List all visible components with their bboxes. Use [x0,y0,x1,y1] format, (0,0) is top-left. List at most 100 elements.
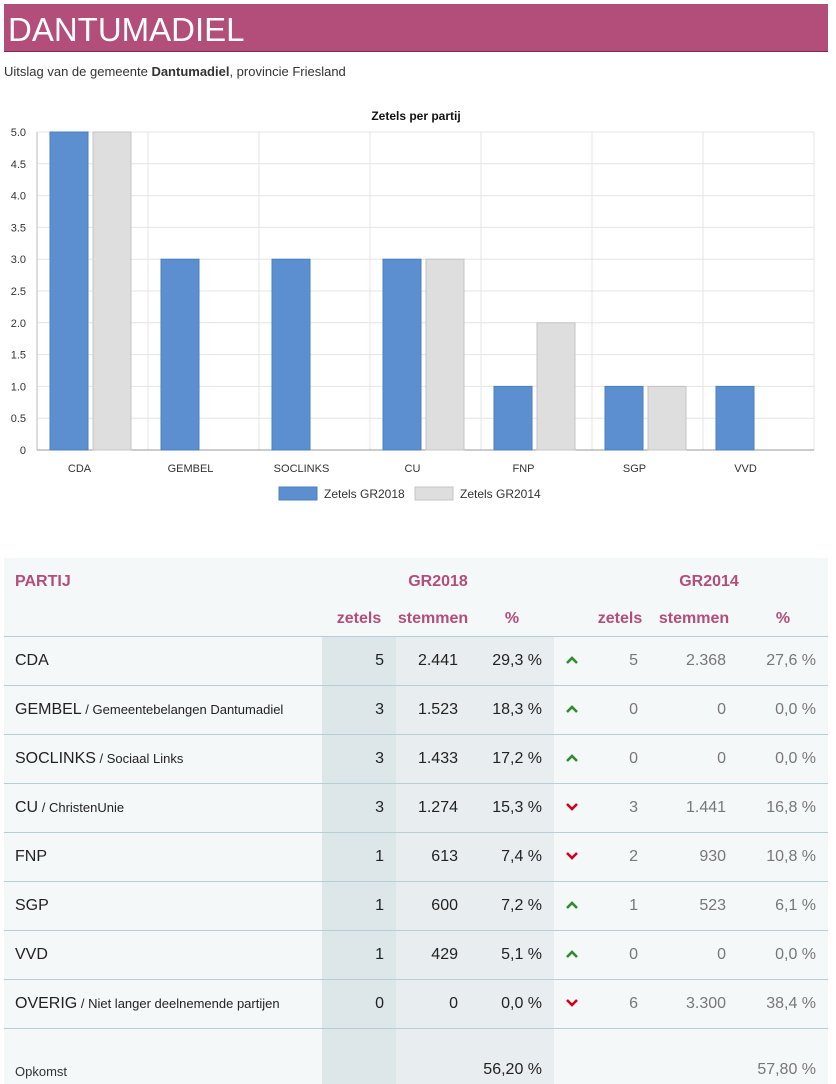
zetels-2018: 0 [322,978,396,1028]
zetels-2014: 1 [590,880,651,930]
stemmen-2014: 3.300 [650,978,739,1028]
zetels-2014-header: zetels [597,610,643,627]
bar-cu-gr2018 [382,258,422,451]
zetels-2014: 3 [590,782,651,832]
stemmen-2018: 1.523 [396,684,470,734]
bar-cda-gr2014 [92,131,132,451]
party-column-header: PARTIJ [15,573,71,590]
legend-swatch-gr2014 [414,486,454,501]
bar-cda-gr2018 [49,131,89,451]
subtitle-prefix: Uitslag van de gemeente [4,64,152,79]
results-table-container: PARTIJ GR2018 GR2014 zetels stemmen % ze… [4,558,829,1084]
turnout-label: Opkomst [4,1027,322,1084]
table-row: GEMBEL / Gemeentebelangen Dantumadiel 3 1.… [4,684,829,734]
table-row: SGP 1 600 7,2 % 1 523 6,1 % [4,880,829,930]
page-subtitle: Uitslag van de gemeente Dantumadiel, pro… [4,64,346,79]
pct-2018: 5,1 % [470,929,555,979]
bar-gembel-gr2018 [160,258,200,451]
zetels-2014: 6 [590,978,651,1028]
pct-2014: 0,0 % [738,929,829,979]
chart-title: Zetels per partij [371,109,460,123]
party-name-cell: FNP [4,831,322,881]
y-tick-label: 5.0 [11,127,26,139]
zetels-2018: 1 [322,929,396,979]
stemmen-2014: 0 [650,929,739,979]
party-abbr: GEMBEL [15,700,82,718]
zetels-2018: 3 [322,733,396,783]
results-table: PARTIJ GR2018 GR2014 zetels stemmen % ze… [4,558,829,1084]
pct-2014: 27,6 % [738,635,829,685]
pct-2014: 38,4 % [738,978,829,1028]
y-tick-label: 0 [20,445,26,457]
trend-cell [554,929,591,979]
zetels-2018: 3 [322,684,396,734]
party-name-cell: OVERIG / Niet langer deelnemende partije… [4,978,322,1028]
zetels-2018: 1 [322,831,396,881]
pct-2014: 10,8 % [738,831,829,881]
pct-2014: 16,8 % [738,782,829,832]
zetels-2018: 1 [322,880,396,930]
legend-label-gr2018: Zetels GR2018 [324,487,405,501]
party-abbr: FNP [15,847,47,865]
bar-sgp-gr2018 [604,385,644,451]
party-name-cell: CDA [4,635,322,685]
gr2014-header: GR2014 [679,573,739,590]
pct-2018: 7,2 % [470,880,555,930]
trend-cell [554,831,591,881]
pct-2018: 15,3 % [470,782,555,832]
stemmen-2014: 0 [650,684,739,734]
trend-down-icon [566,851,578,860]
table-row: CU / ChristenUnie 3 1.274 15,3 % 3 1.441 16,8 … [4,782,829,832]
zetels-2014: 5 [590,635,651,685]
subtitle-suffix: , provincie Friesland [229,64,346,79]
party-name-cell: SOCLINKS / Sociaal Links [4,733,322,783]
stemmen-2014: 523 [650,880,739,930]
party-name-cell: CU / ChristenUnie [4,782,322,832]
zetels-2018-header: zetels [336,610,382,627]
page-title: DANTUMADIEL [8,11,245,48]
bar-sgp-gr2014 [647,385,687,451]
party-abbr: OVERIG [15,994,78,1012]
y-tick-label: 2.5 [11,286,26,298]
legend-label-gr2014: Zetels GR2014 [460,487,541,501]
turnout-2014: 57,80 % [738,1027,829,1084]
party-abbr: CDA [15,651,49,669]
y-tick-label: 0.5 [11,413,26,425]
party-abbr: CU [15,798,39,816]
stemmen-2014-header: stemmen [658,610,730,627]
pct-2018: 0,0 % [470,978,555,1028]
bar-fnp-gr2014 [536,322,576,451]
trend-cell [554,635,591,685]
stemmen-2018: 2.441 [396,635,470,685]
stemmen-2018: 613 [396,831,470,881]
turnout-row: Opkomst 56,20 % 57,80 % [4,1027,829,1084]
trend-down-icon [566,998,578,1007]
trend-down-icon [566,802,578,811]
bar-vvd-gr2018 [715,385,755,451]
turnout-2018: 56,20 % [470,1027,555,1084]
party-abbr: SOCLINKS [15,749,96,767]
trend-up-icon [566,900,578,909]
bar-soclinks-gr2018 [271,258,311,451]
trend-cell [554,733,591,783]
pct-2014: 6,1 % [738,880,829,930]
stemmen-2014: 930 [650,831,739,881]
table-row: VVD 1 429 5,1 % 0 0 0,0 % [4,929,829,979]
y-tick-label: 2.0 [11,318,26,330]
y-tick-label: 1.5 [11,350,26,362]
page-header: DANTUMADIEL [4,4,828,52]
pct-2014: 0,0 % [738,733,829,783]
x-tick-label: SGP [623,463,646,475]
party-abbr: VVD [15,945,48,963]
x-tick-label: CU [405,463,421,475]
y-tick-label: 1.0 [11,381,26,393]
bar-fnp-gr2018 [493,385,533,451]
stemmen-2018: 1.433 [396,733,470,783]
bar-cu-gr2014 [425,258,465,451]
table-row: FNP 1 613 7,4 % 2 930 10,8 % [4,831,829,881]
pct-2018-header: % [504,610,520,627]
party-full-name: / Sociaal Links [95,750,184,766]
trend-up-icon [566,753,578,762]
x-tick-label: CDA [68,463,92,475]
party-full-name: / Gemeentebelangen Dantumadiel [81,701,284,717]
